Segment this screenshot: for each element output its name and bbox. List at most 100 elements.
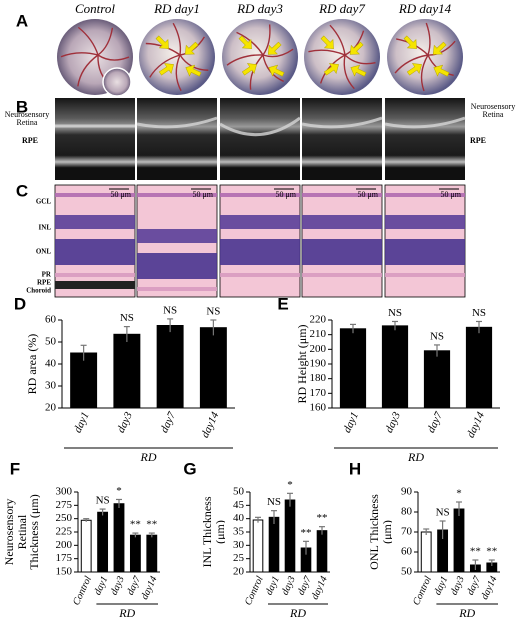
- arrow-icon: [267, 41, 282, 55]
- oct-label: Neurosensory Retina: [4, 109, 50, 127]
- arrow-icon: [184, 41, 199, 55]
- histology-layer: [55, 273, 135, 277]
- arrow-icon: [158, 63, 174, 76]
- arrow: [320, 35, 334, 49]
- scale-bar-label: 50 μm: [275, 190, 296, 199]
- bar: [129, 534, 141, 573]
- bar: [423, 350, 451, 409]
- fundus-vessel: [175, 54, 182, 92]
- histology-layer: [137, 253, 217, 279]
- oct-image: [137, 98, 217, 180]
- panel-letter: F: [10, 459, 20, 478]
- layer-label: PR: [42, 271, 52, 279]
- significance-label: NS: [472, 307, 486, 319]
- group-label: RD: [140, 450, 157, 464]
- bar: [453, 508, 465, 573]
- panel-letter: D: [14, 294, 26, 313]
- bar: [199, 327, 227, 409]
- y-tick-label: 35: [233, 526, 245, 538]
- y-axis-label: ONL Thickness (μm): [370, 494, 392, 570]
- x-tick-label: day3: [109, 575, 127, 597]
- arrow: [433, 64, 450, 77]
- panel-letter: G: [183, 459, 196, 478]
- arrow: [267, 41, 282, 55]
- histology-layer: [220, 239, 300, 265]
- significance-label: *: [116, 485, 122, 497]
- y-tick-label: 60: [45, 314, 57, 326]
- y-tick-label: 220: [310, 314, 327, 326]
- y-tick-label: 50: [401, 566, 413, 578]
- arrow-icon: [406, 63, 422, 76]
- panel-letter: E: [277, 294, 288, 313]
- y-tick-label: 40: [233, 512, 245, 524]
- histology-layer: [385, 239, 465, 265]
- histology-layer: [302, 273, 382, 277]
- panel-letter: B: [16, 97, 28, 116]
- significance-label: NS: [120, 312, 134, 324]
- y-axis-label-box: INL Thickness (μm): [203, 497, 225, 568]
- fundus-vessel: [344, 54, 376, 65]
- y-tick-label: 160: [310, 402, 327, 414]
- y-axis-label-box: RD area (%): [25, 334, 39, 395]
- bar: [252, 519, 264, 573]
- arrow-icon: [268, 64, 285, 77]
- x-tick-label: day1: [72, 410, 92, 434]
- histology-layer: [137, 193, 217, 197]
- y-tick-label: 170: [310, 387, 327, 399]
- significance-label: **: [486, 546, 497, 558]
- arrow: [349, 41, 364, 55]
- x-tick-label: Control: [411, 574, 434, 607]
- x-tick-label: day1: [264, 575, 282, 597]
- oct-label: Neurosensory Retina: [470, 101, 516, 119]
- histology-layer: [302, 239, 382, 265]
- oct-image: [55, 98, 135, 180]
- oct-layer: [136, 116, 218, 129]
- y-tick-label: 275: [56, 499, 73, 511]
- y-tick-label: 20: [45, 402, 57, 414]
- y-tick-label: 250: [56, 512, 73, 524]
- y-tick-label: 20: [233, 566, 245, 578]
- fundus-vessel: [262, 54, 284, 83]
- y-tick-label: 50: [233, 486, 245, 498]
- histology-layer: [220, 193, 300, 197]
- arrow: [155, 35, 169, 49]
- scale-bar-label: 50 μm: [357, 190, 378, 199]
- x-tick-label: Control: [71, 574, 94, 607]
- y-tick-label: 300: [56, 486, 73, 498]
- histology-layer: [55, 193, 135, 197]
- x-tick-label: day1: [341, 410, 361, 434]
- y-tick-label: 50: [45, 336, 57, 348]
- bar: [316, 530, 328, 573]
- significance-label: NS: [206, 306, 220, 318]
- oct-layer: [301, 116, 383, 129]
- fundus-vessel: [226, 54, 264, 66]
- histology-layer: [302, 193, 382, 197]
- bar: [146, 534, 158, 573]
- y-tick-label: 80: [401, 506, 413, 518]
- y-axis-label-box: ONL Thickness (μm): [370, 494, 392, 570]
- oct-label: RPE: [22, 136, 38, 145]
- histology-layer: [220, 215, 300, 229]
- y-axis-label: Neurosensory Retinal Thickness (μm): [4, 494, 40, 570]
- significance-label: NS: [267, 496, 281, 508]
- arrow: [185, 64, 202, 77]
- x-tick-label: day7: [158, 410, 178, 435]
- oct-layer: [384, 116, 466, 129]
- x-tick-label: day3: [449, 575, 467, 597]
- histology-layer: [302, 215, 382, 229]
- x-tick-label: Control: [243, 574, 266, 607]
- x-tick-label: day7: [425, 410, 445, 435]
- layer-label: GCL: [36, 198, 52, 206]
- significance-label: NS: [96, 495, 110, 507]
- arrow: [184, 41, 199, 55]
- histology-choroid: [55, 281, 135, 289]
- histology-layer: [137, 229, 217, 243]
- x-tick-label: day3: [280, 575, 298, 597]
- fundus-vessel: [172, 22, 182, 56]
- oct-label: RPE: [470, 136, 486, 145]
- oct-layer: [219, 116, 301, 137]
- histology-layer: [55, 239, 135, 265]
- scale-bar-label: 50 μm: [192, 190, 213, 199]
- group-label: RD: [118, 606, 135, 619]
